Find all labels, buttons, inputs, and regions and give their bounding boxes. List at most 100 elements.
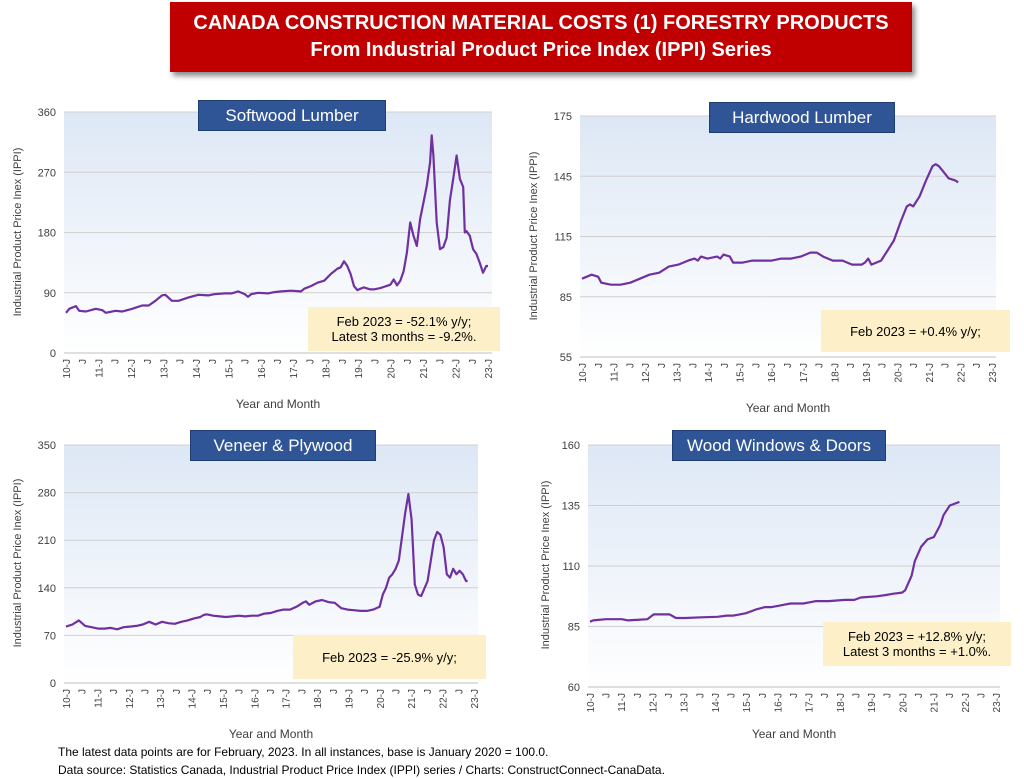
x-tick-label: J [751, 363, 762, 368]
x-tick-label: J [172, 689, 183, 694]
y-tick-label: 280 [38, 488, 56, 500]
x-tick-label: 16-J [250, 689, 261, 708]
y-tick-label: 270 [38, 167, 56, 179]
x-tick-label: 20-J [376, 689, 387, 708]
x-axis-label: Year and Month [228, 727, 314, 741]
change-note: Feb 2023 = +0.4% y/y; [821, 310, 1010, 352]
x-tick-label: 10-J [586, 693, 597, 712]
x-tick-label: J [208, 359, 219, 364]
x-tick-label: 21-J [407, 689, 418, 708]
x-tick-label: J [403, 359, 414, 364]
x-tick-label: J [140, 689, 151, 694]
x-tick-label: 15-J [742, 693, 753, 712]
x-tick-label: 15-J [736, 363, 747, 382]
x-tick-label: 20-J [387, 359, 398, 378]
x-tick-label: 22-J [452, 359, 463, 378]
header-title-line1: CANADA CONSTRUCTION MATERIAL COSTS (1) F… [193, 12, 889, 34]
x-tick-label: 11-J [617, 693, 628, 712]
footer-note: The latest data points are for February,… [58, 745, 549, 759]
x-tick-label: 22-J [961, 693, 972, 712]
x-tick-label: J [602, 693, 613, 698]
chart-veneer-plywood: 0 70 140 210 280 350 10-J J 11-J J 12-J J 13-J J 14-J J… [0, 425, 510, 745]
change-note-line: Feb 2023 = -52.1% y/y; [336, 314, 472, 329]
y-tick-label: 70 [44, 630, 56, 642]
x-tick-label: 11-J [93, 689, 104, 708]
x-tick-label: J [878, 363, 889, 368]
chart-title: Hardwood Lumber [709, 102, 895, 133]
chart-softwood-lumber: 0 90 180 270 360 10-J J 11-J J 12-J J 13-J J 14-J J 15-… [0, 95, 510, 415]
y-tick-label: 0 [50, 348, 56, 360]
y-axis-label: Industrial Product Price Inex (IPPI) [528, 151, 540, 320]
x-tick-label: 17-J [282, 689, 293, 708]
y-tick-label: 140 [38, 583, 56, 595]
x-tick-label: J [846, 363, 857, 368]
x-tick-label: 13-J [156, 689, 167, 708]
x-tick-label: J [633, 693, 644, 698]
x-tick-label: 21-J [419, 359, 430, 378]
x-tick-label: 10-J [62, 689, 73, 708]
series-line [581, 163, 959, 286]
series-line [65, 492, 468, 631]
x-tick-label: J [338, 359, 349, 364]
y-tick-label: 85 [560, 292, 572, 304]
x-tick-label: J [329, 689, 340, 694]
y-tick-label: 60 [568, 682, 580, 694]
x-tick-label: J [435, 359, 446, 364]
y-tick-label: 115 [554, 232, 572, 244]
series-line [65, 134, 488, 314]
x-tick-label: J [695, 693, 706, 698]
header-banner: CANADA CONSTRUCTION MATERIAL COSTS (1) F… [170, 2, 912, 72]
x-tick-label: J [203, 689, 214, 694]
y-tick-label: 90 [44, 288, 56, 300]
x-tick-label: 23-J [470, 689, 481, 708]
x-tick-label: J [883, 693, 894, 698]
change-note-line: Latest 3 months = -9.2%. [331, 329, 477, 344]
x-tick-label: J [78, 689, 89, 694]
x-tick-label: 12-J [641, 363, 652, 382]
x-tick-label: J [758, 693, 769, 698]
x-tick-label: 19-J [344, 689, 355, 708]
y-tick-label: 210 [38, 535, 56, 547]
x-tick-label: 13-J [159, 359, 170, 378]
y-axis-label: Industrial Product Price Inex (IPPI) [12, 147, 24, 316]
x-tick-label: J [109, 689, 120, 694]
x-tick-label: J [235, 689, 246, 694]
change-note-line: Latest 3 months = +1.0%. [842, 644, 992, 659]
x-tick-label: 11-J [94, 359, 105, 378]
x-tick-label: 22-J [956, 363, 967, 382]
x-tick-label: 16-J [767, 363, 778, 382]
x-tick-label: J [423, 689, 434, 694]
y-tick-label: 110 [562, 561, 580, 573]
y-tick-label: 180 [38, 228, 56, 240]
x-tick-label: J [305, 359, 316, 364]
x-tick-label: J [783, 363, 794, 368]
change-note-line: Feb 2023 = +12.8% y/y; [847, 629, 987, 644]
series-line [589, 500, 960, 623]
y-tick-label: 0 [50, 678, 56, 690]
y-tick-label: 350 [38, 440, 56, 452]
change-note: Feb 2023 = -25.9% y/y; [293, 635, 486, 679]
x-tick-label: 21-J [925, 363, 936, 382]
chart-title: Softwood Lumber [198, 100, 386, 131]
x-tick-label: J [657, 363, 668, 368]
x-tick-label: J [241, 359, 252, 364]
x-tick-label: 18-J [830, 363, 841, 382]
y-tick-label: 135 [562, 501, 580, 513]
x-tick-label: 14-J [704, 363, 715, 382]
x-tick-label: 18-J [322, 359, 333, 378]
x-tick-label: 16-J [257, 359, 268, 378]
chart-title: Wood Windows & Doors [672, 430, 886, 461]
x-tick-label: J [297, 689, 308, 694]
y-tick-label: 175 [554, 111, 572, 123]
x-tick-label: 17-J [289, 359, 300, 378]
x-tick-label: 14-J [192, 359, 203, 378]
x-tick-label: 15-J [219, 689, 230, 708]
x-tick-label: 19-J [862, 363, 873, 382]
x-tick-label: 13-J [680, 693, 691, 712]
x-tick-label: 11-J [610, 363, 621, 382]
x-tick-label: J [976, 693, 987, 698]
x-tick-label: 20-J [893, 363, 904, 382]
x-tick-label: J [78, 359, 89, 364]
chart-title: Veneer & Plywood [190, 430, 376, 461]
x-tick-label: 13-J [673, 363, 684, 382]
